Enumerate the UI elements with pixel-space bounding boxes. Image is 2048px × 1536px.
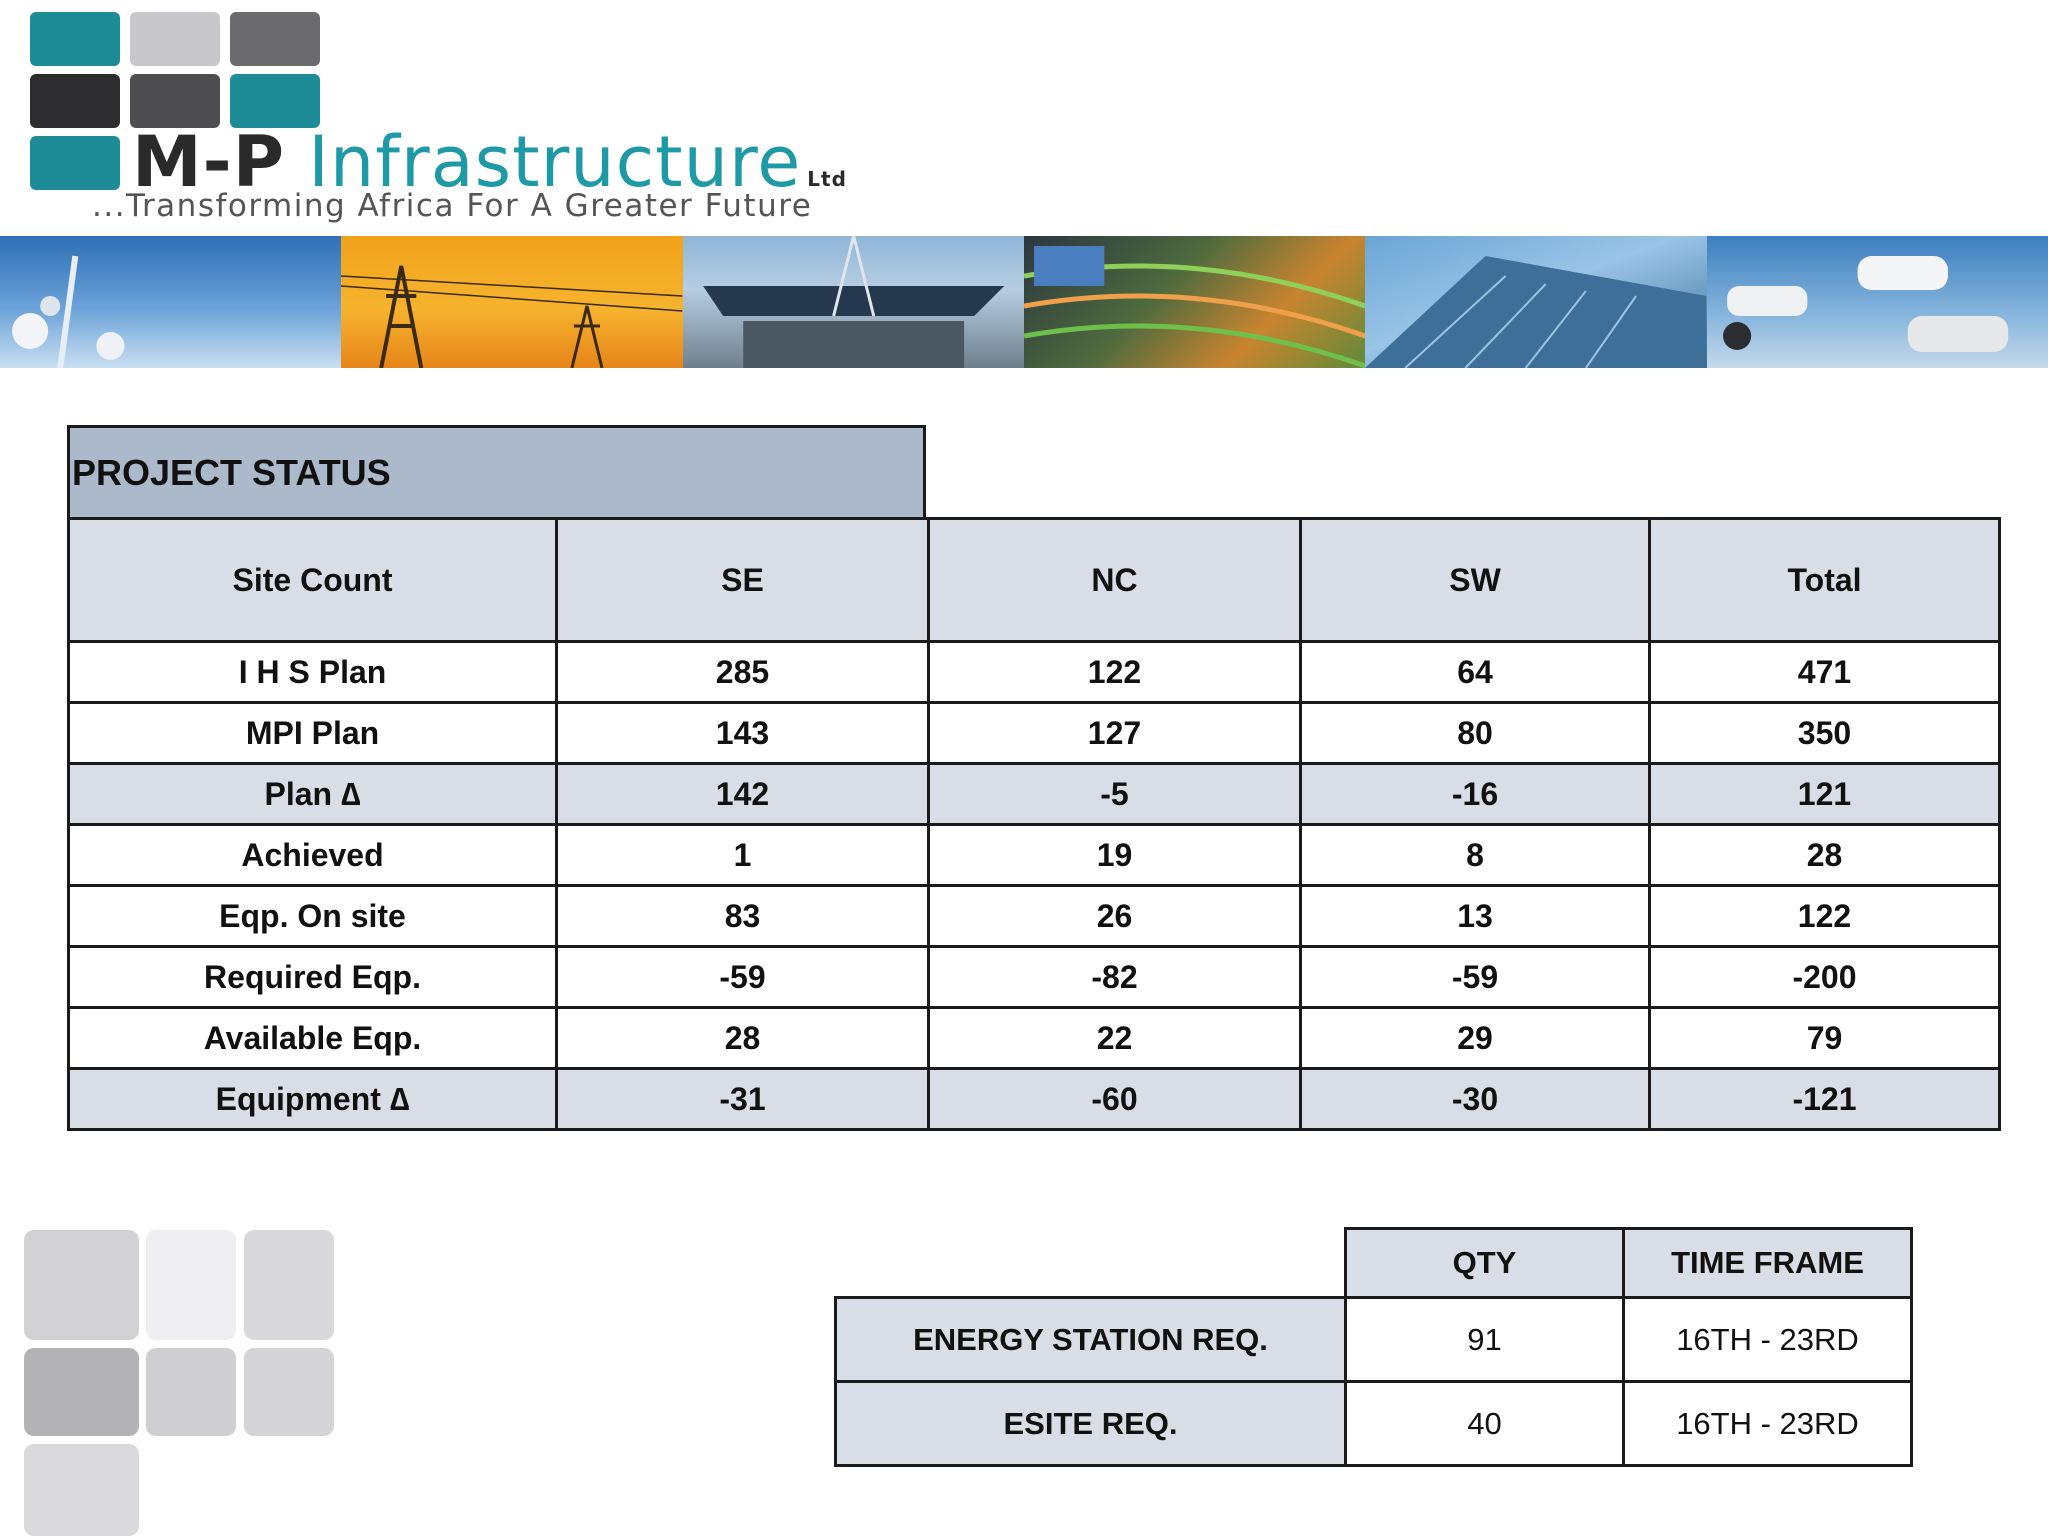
table-cell: 285 (555, 640, 930, 704)
column-header: Total (1648, 517, 2001, 643)
table-row: Plan ∆ 142 -5 -16 121 (67, 762, 2001, 826)
table-cell: 64 (1299, 640, 1651, 704)
row-label: MPI Plan (67, 701, 558, 765)
banner-photo-security-cameras (1706, 236, 2048, 368)
table-row: Equipment ∆ -31 -60 -30 -121 (67, 1067, 2001, 1131)
table-cell: 29 (1299, 1006, 1651, 1070)
requirements-table: QTY TIME FRAME ENERGY STATION REQ. 91 16… (834, 1227, 1913, 1467)
row-label: Available Eqp. (67, 1006, 558, 1070)
company-name-suffix: Ltd (807, 167, 847, 191)
table-cell: -82 (927, 945, 1302, 1009)
decor-square (24, 1230, 139, 1340)
logo-square (30, 136, 120, 190)
row-label: Eqp. On site (67, 884, 558, 948)
company-name-main: Infrastructure (308, 121, 802, 203)
banner-photo-glass-building (1365, 236, 1707, 368)
row-label: Equipment ∆ (67, 1067, 558, 1131)
company-tagline: ...Transforming Africa For A Greater Fut… (92, 188, 813, 224)
row-label: Achieved (67, 823, 558, 887)
table-cell: -5 (927, 762, 1302, 826)
logo-square (30, 12, 120, 66)
decor-square (244, 1230, 334, 1340)
table-cell: -59 (555, 945, 930, 1009)
logo-square (30, 74, 120, 128)
row-label: Plan ∆ (67, 762, 558, 826)
table-cell: 121 (1648, 762, 2001, 826)
table-cell: 83 (555, 884, 930, 948)
qty-cell: 91 (1344, 1296, 1625, 1383)
table-cell: -31 (555, 1067, 930, 1131)
table-cell: -121 (1648, 1067, 2001, 1131)
table-row: ENERGY STATION REQ. 91 16TH - 23RD (834, 1296, 1913, 1383)
logo-square (130, 74, 220, 128)
logo-square (230, 12, 320, 66)
banner-photo-fiber-cables (1023, 236, 1366, 368)
table-cell: 28 (1648, 823, 2001, 887)
decor-square (146, 1348, 236, 1436)
table-cell: 8 (1299, 823, 1651, 887)
table-cell: 471 (1648, 640, 2001, 704)
project-status-table: Site Count SE NC SW Total I H S Plan 285… (67, 517, 2001, 1131)
table-cell: 350 (1648, 701, 2001, 765)
table-header-row: QTY TIME FRAME (836, 1227, 1913, 1299)
table-cell: -30 (1299, 1067, 1651, 1131)
project-status-title: PROJECT STATUS (67, 425, 926, 517)
table-cell: -59 (1299, 945, 1651, 1009)
table-cell: 1 (555, 823, 930, 887)
table-row: ESITE REQ. 40 16TH - 23RD (834, 1380, 1913, 1467)
banner-photo-power-pylons (341, 236, 683, 368)
logo-square (130, 12, 220, 66)
table-cell: 127 (927, 701, 1302, 765)
time-frame-cell: 16TH - 23RD (1622, 1380, 1913, 1467)
table-row: Required Eqp. -59 -82 -59 -200 (67, 945, 2001, 1009)
table-cell: 22 (927, 1006, 1302, 1070)
table-row: MPI Plan 143 127 80 350 (67, 701, 2001, 765)
company-name: M-P Infrastructure Ltd (132, 122, 847, 202)
table-cell: 26 (927, 884, 1302, 948)
table-cell: 122 (1648, 884, 2001, 948)
table-cell: 79 (1648, 1006, 2001, 1070)
table-cell: 13 (1299, 884, 1651, 948)
logo-square (230, 74, 320, 128)
table-cell: -200 (1648, 945, 2001, 1009)
table-row: Achieved 1 19 8 28 (67, 823, 2001, 887)
table-row: Eqp. On site 83 26 13 122 (67, 884, 2001, 948)
table-cell: 80 (1299, 701, 1651, 765)
company-name-prefix: M-P (132, 121, 286, 203)
decor-square (24, 1444, 139, 1536)
banner-photo-telecom-mast (0, 236, 342, 368)
decor-square (24, 1348, 139, 1436)
table-cell: 122 (927, 640, 1302, 704)
table-row: Available Eqp. 28 22 29 79 (67, 1006, 2001, 1070)
column-header: QTY (1344, 1227, 1625, 1299)
qty-cell: 40 (1344, 1380, 1625, 1467)
row-label: ENERGY STATION REQ. (834, 1296, 1347, 1383)
table-header-row: Site Count SE NC SW Total (67, 517, 2001, 643)
decor-square (146, 1230, 236, 1340)
empty-corner-cell (836, 1229, 1346, 1298)
photo-banner (0, 236, 2048, 368)
table-cell: -60 (927, 1067, 1302, 1131)
table-cell: -16 (1299, 762, 1651, 826)
time-frame-cell: 16TH - 23RD (1622, 1296, 1913, 1383)
table-cell: 142 (555, 762, 930, 826)
row-label: Required Eqp. (67, 945, 558, 1009)
column-header: NC (927, 517, 1302, 643)
table-cell: 143 (555, 701, 930, 765)
column-header: Site Count (67, 517, 558, 643)
table-cell: 19 (927, 823, 1302, 887)
decorative-logo-squares (24, 1230, 336, 1536)
row-label: ESITE REQ. (834, 1380, 1347, 1467)
company-logo-mark (30, 12, 322, 194)
decor-square (244, 1348, 334, 1436)
column-header: SW (1299, 517, 1651, 643)
column-header: SE (555, 517, 930, 643)
row-label: I H S Plan (67, 640, 558, 704)
column-header: TIME FRAME (1622, 1227, 1913, 1299)
table-cell: 28 (555, 1006, 930, 1070)
banner-photo-solar-panels (682, 236, 1024, 368)
table-row: I H S Plan 285 122 64 471 (67, 640, 2001, 704)
